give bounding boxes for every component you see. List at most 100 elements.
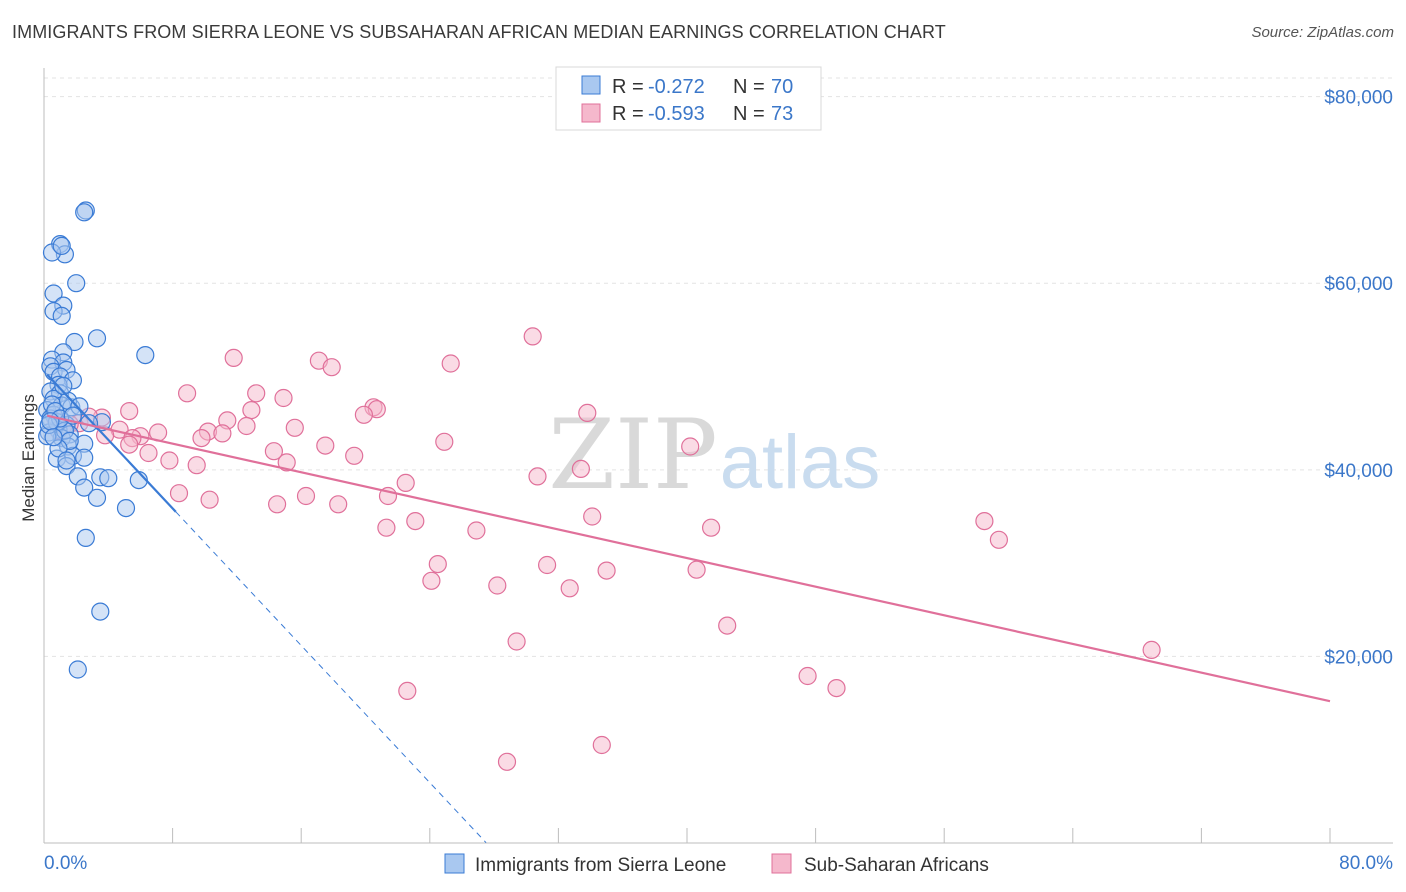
axes <box>43 68 1393 844</box>
grid-lines <box>44 77 1393 657</box>
point-pink-50 <box>406 511 425 531</box>
point-pink-10 <box>242 401 261 420</box>
point-pink-53 <box>701 518 721 537</box>
point-pink-37 <box>160 451 179 470</box>
y-axis-label-group: Median Earnings <box>19 394 38 522</box>
point-pink-60 <box>422 571 441 590</box>
point-blue-68 <box>57 451 76 470</box>
point-blue-50 <box>76 528 95 548</box>
point-blue-5 <box>52 236 71 255</box>
trend-line-blue <box>46 373 177 513</box>
point-pink-33 <box>681 437 700 456</box>
legend-n-label-2: N = <box>733 103 765 125</box>
legend-n-value-2: 73 <box>771 103 793 125</box>
point-pink-48 <box>329 495 348 514</box>
point-blue-52 <box>68 660 87 679</box>
point-pink-64 <box>507 632 526 651</box>
legend-r-value-2: -0.593 <box>648 103 705 125</box>
legend-r-label-1: R = <box>612 76 644 98</box>
legend-n-value-1: 70 <box>771 76 793 98</box>
trend-line-pink <box>46 414 1331 703</box>
series-sub-saharan-africans <box>46 327 1161 771</box>
point-pink-26 <box>192 429 211 448</box>
chart-source: Source: ZipAtlas.com <box>1251 24 1394 41</box>
point-pink-70 <box>497 752 517 771</box>
point-blue-11 <box>87 329 107 348</box>
y-tick-label-0: $20,000 <box>1324 647 1393 668</box>
point-pink-40 <box>571 459 591 478</box>
x-tick-min: 0.0% <box>44 853 87 874</box>
point-pink-12 <box>578 403 597 422</box>
point-pink-42 <box>396 473 415 492</box>
point-blue-14 <box>136 346 155 365</box>
point-pink-51 <box>377 518 396 537</box>
point-pink-39 <box>187 456 206 475</box>
trend-extension-blue <box>175 511 487 844</box>
point-pink-65 <box>1142 640 1161 660</box>
point-pink-35 <box>139 443 158 463</box>
point-pink-69 <box>592 735 611 755</box>
point-pink-32 <box>120 435 139 454</box>
point-pink-4 <box>322 358 341 377</box>
point-pink-49 <box>583 507 602 526</box>
point-pink-3 <box>441 354 460 373</box>
point-pink-18 <box>237 416 256 436</box>
legend-swatch-pink <box>581 103 601 123</box>
correlation-legend: R = -0.272 N = 70 R = -0.593 N = 73 <box>555 66 822 131</box>
series-legend-swatch-blue <box>444 853 465 874</box>
point-blue-7 <box>44 284 63 303</box>
point-pink-23 <box>213 424 232 443</box>
point-blue-64 <box>54 376 73 395</box>
y-tick-label-3: $80,000 <box>1324 88 1393 109</box>
point-pink-1 <box>224 348 243 367</box>
trend-lines <box>46 373 1331 844</box>
point-pink-54 <box>975 511 994 531</box>
point-pink-5 <box>247 384 266 403</box>
point-pink-38 <box>277 453 296 472</box>
point-blue-6 <box>67 274 86 293</box>
point-pink-30 <box>435 432 454 451</box>
point-pink-47 <box>268 495 287 514</box>
point-pink-55 <box>989 530 1009 549</box>
point-blue-10 <box>52 306 71 325</box>
point-pink-63 <box>718 616 737 635</box>
series-legend-label-pink: Sub-Saharan Africans <box>804 855 989 876</box>
y-tick-label-2: $60,000 <box>1324 274 1393 295</box>
y-tick-labels: $20,000 $40,000 $60,000 $80,000 <box>1324 88 1393 669</box>
point-blue-44 <box>99 469 118 488</box>
point-pink-41 <box>528 467 547 486</box>
point-pink-46 <box>200 490 219 509</box>
series-immigrants-sierra-leone <box>38 201 155 679</box>
point-blue-41 <box>75 448 94 467</box>
series-legend-label-blue: Immigrants from Sierra Leone <box>475 855 726 876</box>
point-blue-49 <box>116 499 136 518</box>
point-pink-44 <box>296 486 316 506</box>
point-pink-7 <box>274 388 293 408</box>
point-blue-48 <box>87 488 107 507</box>
point-blue-12 <box>65 332 84 352</box>
point-pink-57 <box>537 555 557 575</box>
point-pink-62 <box>560 579 579 598</box>
point-pink-52 <box>467 521 486 540</box>
point-pink-19 <box>285 418 304 437</box>
point-pink-68 <box>398 681 417 701</box>
point-pink-43 <box>169 484 189 503</box>
point-blue-67 <box>44 428 63 447</box>
legend-r-label-2: R = <box>612 103 644 125</box>
point-pink-36 <box>345 446 364 465</box>
point-pink-13 <box>120 402 139 421</box>
chart-title: IMMIGRANTS FROM SIERRA LEONE VS SUBSAHAR… <box>12 22 946 42</box>
point-blue-1 <box>75 203 94 222</box>
point-pink-61 <box>488 576 507 595</box>
series-legend: Immigrants from Sierra Leone Sub-Saharan… <box>444 853 989 876</box>
zipatlas-watermark: ZIP atlas <box>548 399 880 511</box>
watermark-atlas: atlas <box>720 420 881 505</box>
point-pink-6 <box>178 384 197 403</box>
point-pink-59 <box>687 560 706 579</box>
x-tick-max: 80.0% <box>1339 853 1393 874</box>
point-pink-58 <box>597 561 616 580</box>
point-pink-31 <box>316 436 335 455</box>
point-blue-51 <box>91 602 110 621</box>
point-pink-11 <box>354 405 373 424</box>
